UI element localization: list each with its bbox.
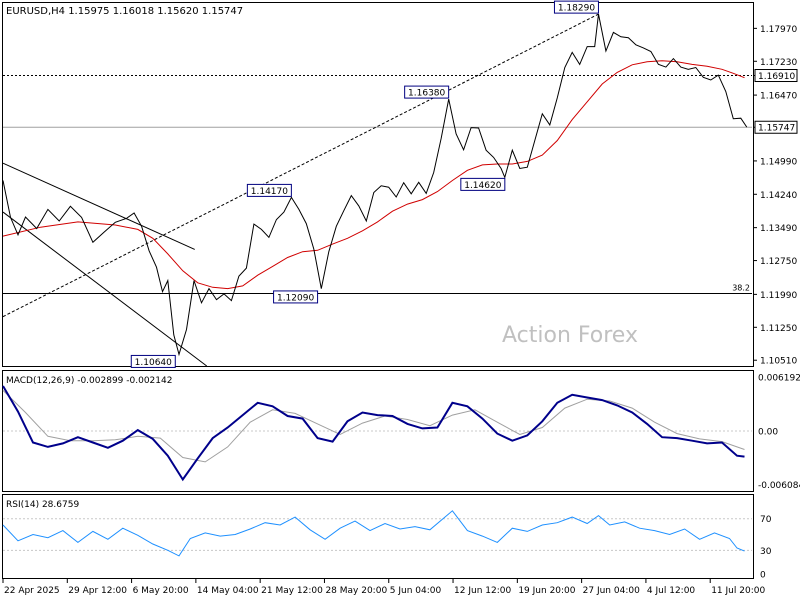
rsi-line	[2, 510, 745, 557]
symbol-header: EURUSD,H4 1.15975 1.16018 1.15620 1.1574…	[6, 6, 243, 17]
time-tick-label-10: 4 Jul 12:00	[647, 586, 696, 596]
price-axis-highlights: 1.15747 1.16910	[754, 69, 798, 134]
time-tick-label-0: 22 Apr 2025	[4, 586, 60, 596]
resistance-price-box-label: 1.16910	[758, 72, 795, 82]
annotation-label-1: 1.16380	[408, 89, 445, 99]
channel-lower-line	[2, 211, 208, 367]
price-panel-frame	[2, 2, 754, 367]
time-tick-label-7: 12 Jun 12:00	[454, 586, 511, 596]
rsi-tick-label-2: 0	[760, 571, 766, 581]
time-tick-label-2: 6 May 20:00	[133, 586, 189, 596]
rsi-tick-label-1: 30	[760, 547, 772, 557]
price-tick-label-11: 1.10510	[760, 357, 797, 367]
annotation-box-2	[460, 177, 506, 191]
annotation-box-4	[273, 290, 319, 304]
moving-average-line	[2, 60, 745, 290]
macd-axis-ticks: 0.006192 0.00 -0.006084	[3, 374, 800, 491]
resistance-price-box	[754, 69, 798, 83]
time-tick-label-1: 29 Apr 12:00	[68, 586, 127, 596]
price-tick-label-3: 1.16470	[760, 92, 797, 102]
annotation-label-2: 1.14620	[464, 181, 501, 191]
annotation-label-5: 1.10640	[135, 358, 172, 368]
fib-level-label: 38.2	[732, 283, 750, 292]
price-tick-label-6: 1.14240	[760, 191, 797, 201]
annotation-box-5	[130, 354, 176, 368]
price-tick-label-10: 1.11250	[760, 324, 797, 334]
rising-trendline	[2, 13, 599, 318]
time-tick-label-4: 21 May 12:00	[261, 586, 323, 596]
price-tick-label-7: 1.13490	[760, 224, 797, 234]
annotation-box-0	[553, 0, 599, 14]
macd-tick-label-2: -0.006084	[758, 481, 800, 491]
price-tick-label-1: 1.17230	[760, 58, 797, 68]
time-tick-label-6: 5 Jun 04:00	[390, 586, 442, 596]
annotation-label-3: 1.14170	[251, 187, 288, 197]
price-annotations: 1.18290 1.16380 1.14620 1.14170 1.12090 1.106…	[130, 0, 599, 368]
current-price-box	[754, 120, 798, 134]
rsi-tick-label-0: 70	[760, 515, 772, 525]
rsi-panel-frame	[2, 494, 754, 579]
annotation-box-1	[404, 85, 450, 99]
price-overlays: 38.2	[2, 13, 752, 367]
price-tick-label-8: 1.12750	[760, 257, 797, 267]
price-line	[2, 14, 748, 357]
macd-title: MACD(12,26,9) -0.002899 -0.002142	[6, 376, 172, 386]
annotation-box-3	[246, 183, 292, 197]
price-tick-label-9: 1.11990	[760, 291, 797, 301]
rsi-axis-ticks: 70 30 0	[3, 515, 772, 581]
price-tick-label-5: 1.14990	[760, 157, 797, 167]
time-tick-label-8: 19 Jun 20:00	[518, 586, 575, 596]
macd-tick-label-1: 0.00	[758, 428, 778, 438]
macd-main-line	[2, 385, 745, 482]
channel-upper-line	[2, 162, 195, 250]
annotation-label-0: 1.18290	[558, 4, 595, 14]
current-price-box-label: 1.15747	[758, 124, 795, 134]
time-axis-ticks: 22 Apr 2025 29 Apr 12:00 6 May 20:00 14 May…	[2, 579, 765, 596]
price-tick-label-0: 1.17970	[760, 25, 797, 35]
time-tick-label-9: 27 Jun 04:00	[583, 586, 640, 596]
time-tick-label-3: 14 May 04:00	[197, 586, 259, 596]
time-tick-label-11: 11 Jul 20:00	[711, 586, 765, 596]
time-tick-label-5: 28 May 20:00	[325, 586, 387, 596]
rsi-title: RSI(14) 28.6759	[6, 500, 79, 510]
watermark: Action Forex	[502, 323, 638, 348]
macd-tick-label-0: 0.006192	[758, 374, 800, 384]
annotation-label-4: 1.12090	[277, 293, 314, 303]
